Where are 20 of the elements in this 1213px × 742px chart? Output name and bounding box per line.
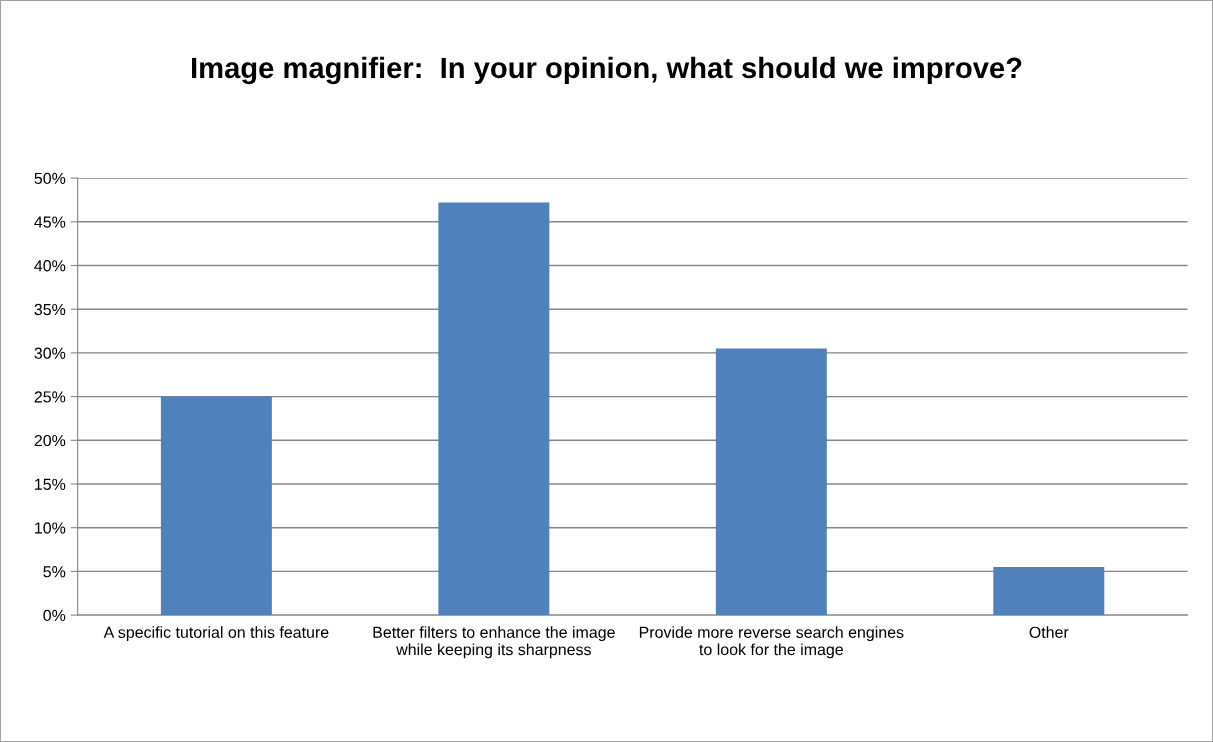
y-tick-label: 0%: [43, 609, 66, 622]
bar: [438, 202, 550, 616]
bar: [715, 348, 827, 616]
y-tick-label: 45%: [34, 216, 66, 228]
x-tick-label: Better filters to enhance the image while keeping its sharpness: [373, 626, 615, 659]
y-tick-label: 20%: [34, 434, 66, 447]
x-tick-label: A specific tutorial on this feature: [103, 626, 329, 642]
y-tick-label: 40%: [34, 260, 66, 272]
x-tick-label: Provide more reverse search engines to look for the image: [639, 626, 904, 659]
bar: [160, 396, 272, 616]
y-tick-label: 10%: [35, 522, 66, 534]
y-tick-label: 25%: [34, 391, 66, 403]
y-tick-label: 30%: [34, 347, 66, 359]
chart-title: Image magnifier: In your opinion, what should we improve?: [192, 56, 1022, 85]
y-tick-label: 15%: [35, 478, 66, 490]
bar: [993, 567, 1105, 616]
y-tick-label: 35%: [34, 303, 66, 316]
y-tick-label: 5%: [43, 566, 66, 578]
x-tick-label: Other: [1029, 626, 1069, 638]
y-tick-label: 50%: [34, 172, 66, 185]
